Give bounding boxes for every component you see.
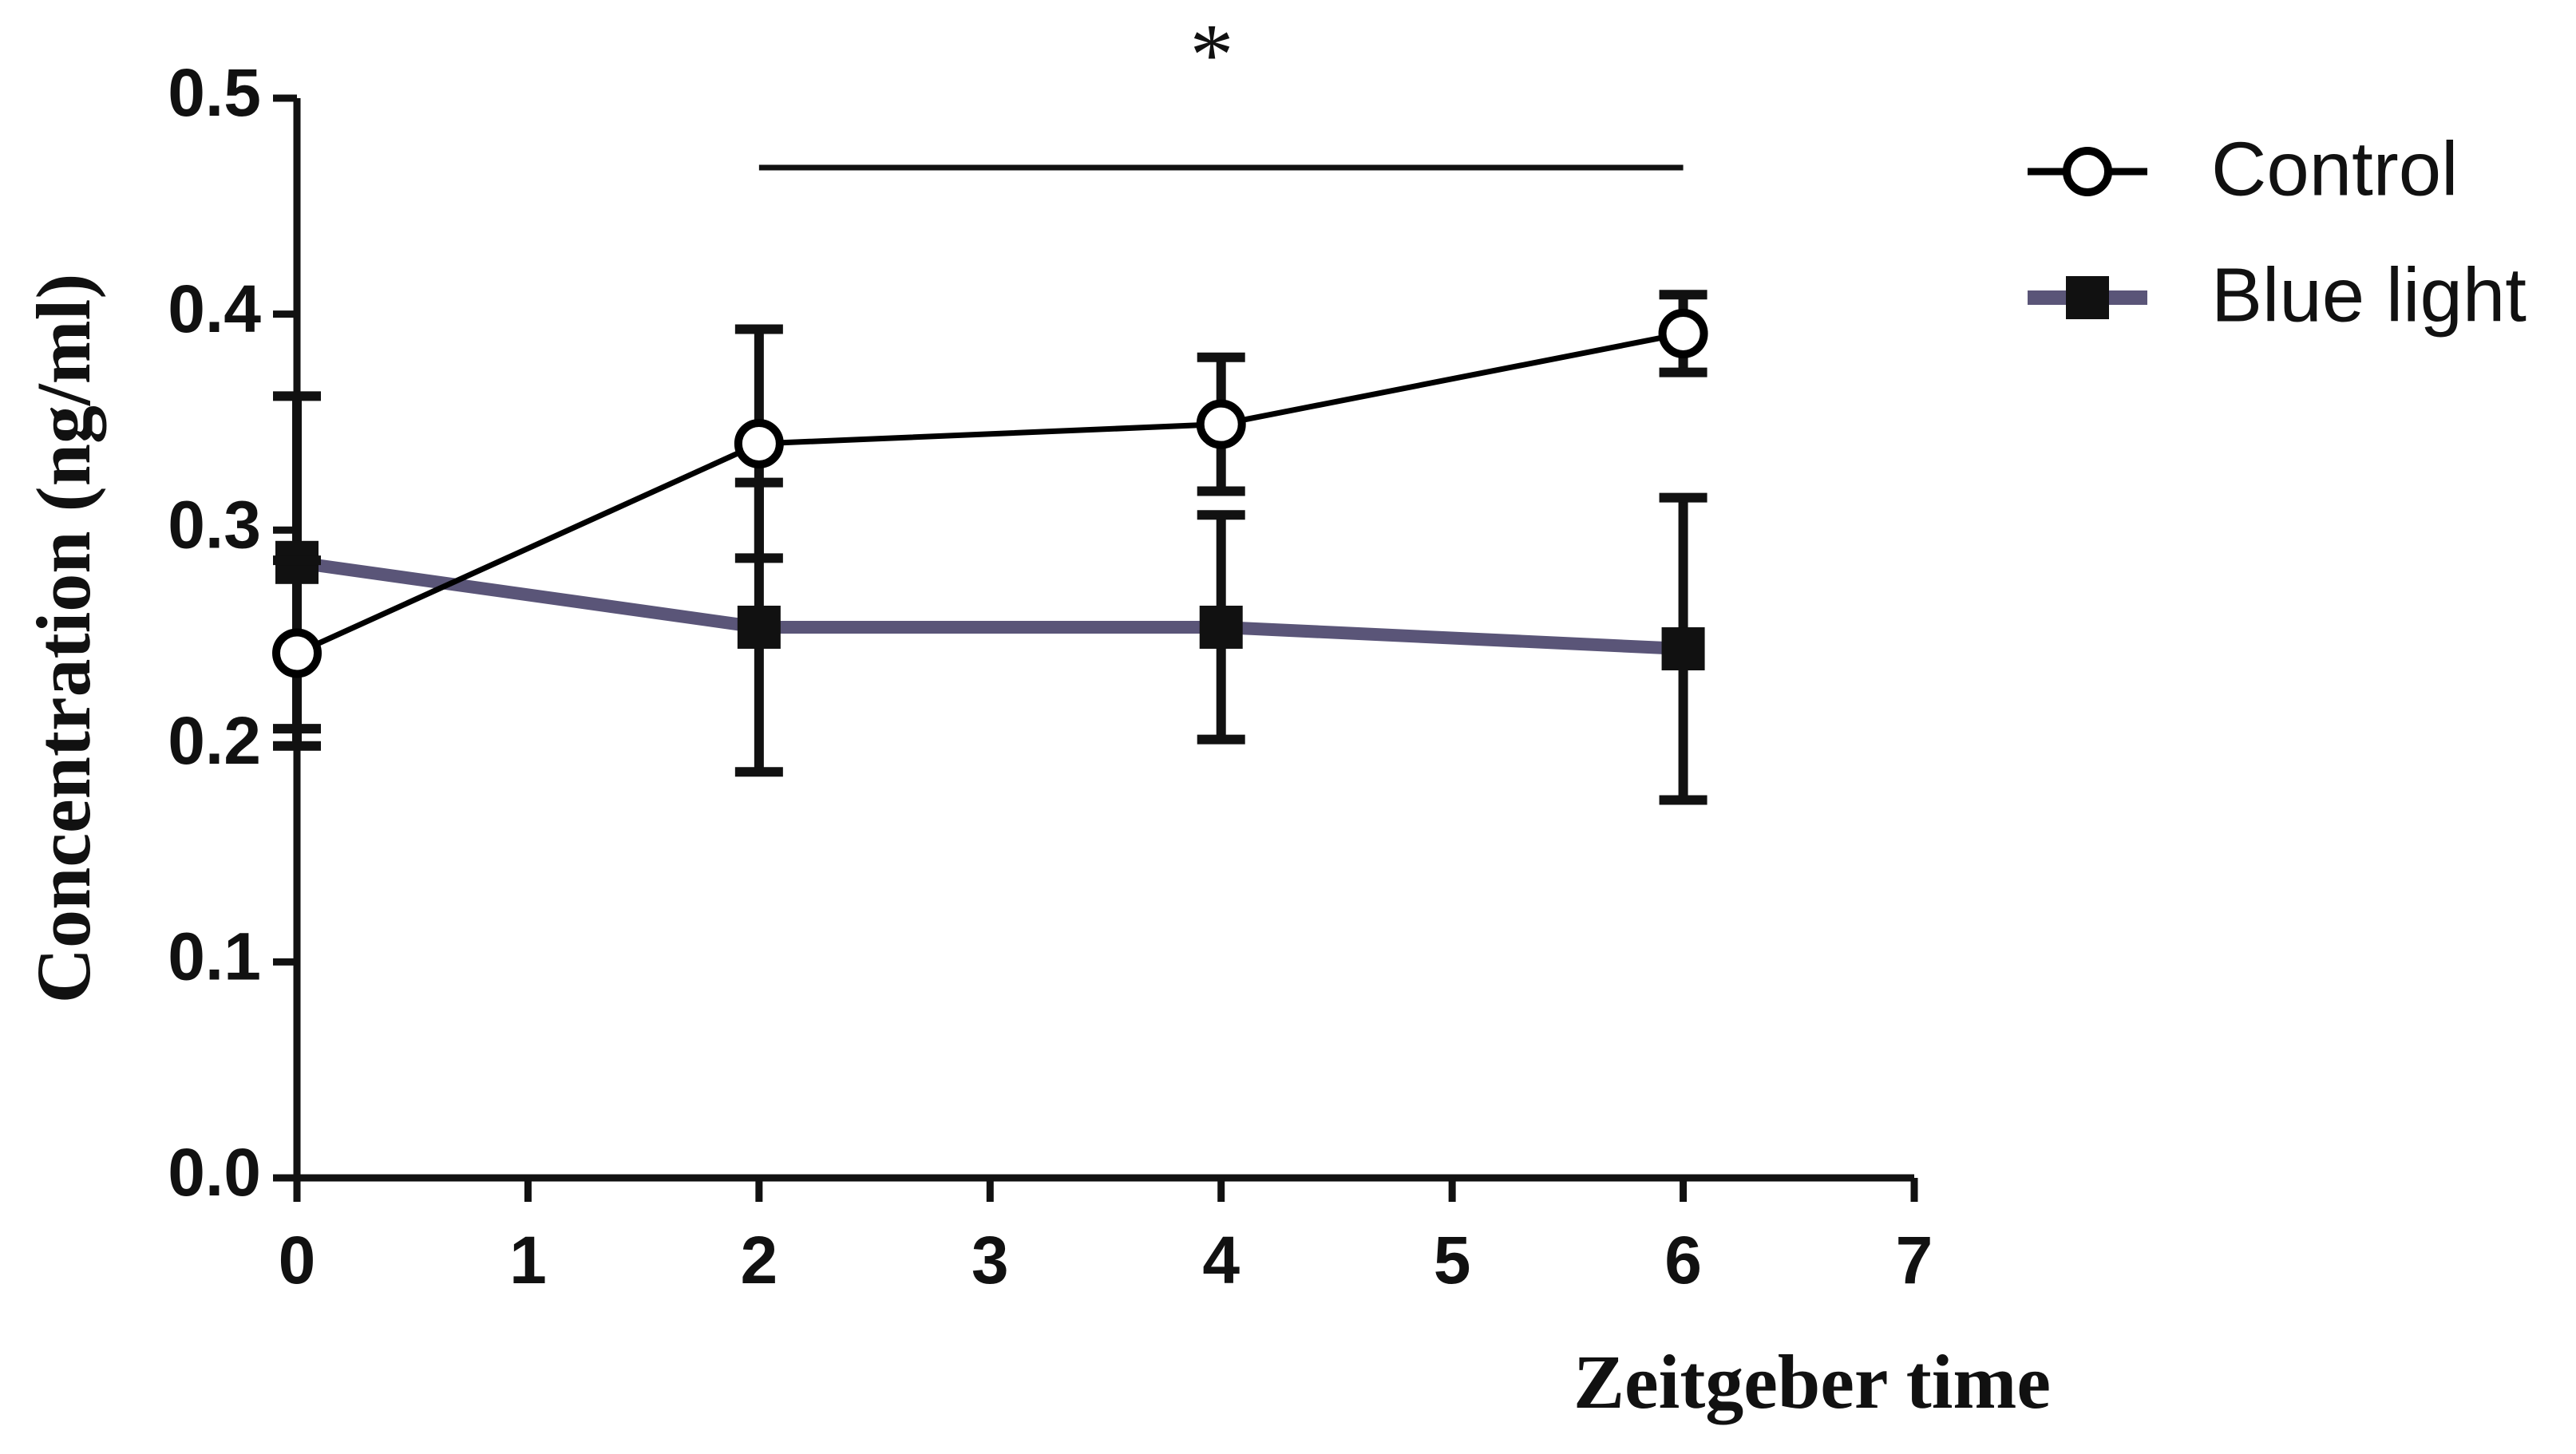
x-tick-label: 0 [279,1223,316,1298]
y-tick-label: 0.1 [168,919,261,994]
point [1661,627,1705,671]
series-line [295,330,1684,656]
x-tick-label: 2 [740,1223,778,1298]
legend-marker [2066,276,2109,319]
point [272,628,322,678]
point [737,605,781,649]
point [1658,308,1708,358]
point [1196,399,1246,449]
y-tick-label: 0.3 [168,487,261,562]
x-tick-label: 6 [1664,1223,1702,1298]
x-tick-label: 4 [1202,1223,1240,1298]
legend-label: Blue light [2211,252,2527,338]
point [734,418,784,468]
significance-mark: * [1190,6,1234,103]
y-tick-label: 0.4 [168,271,261,346]
legend-label: Control [2211,126,2458,211]
y-axis-title: Concentration (ng/ml) [21,274,106,1004]
x-tick-label: 7 [1896,1223,1933,1298]
point [1199,605,1243,649]
x-axis-title: Zeitgeber time [1573,1339,2051,1424]
x-tick-label: 3 [971,1223,1009,1298]
x-tick-label: 1 [509,1223,547,1298]
series-line [295,555,1684,656]
x-tick-label: 5 [1434,1223,1471,1298]
legend-marker [2063,147,2112,196]
y-tick-label: 0.5 [168,55,261,130]
y-tick-label: 0.0 [168,1135,261,1210]
y-tick-label: 0.2 [168,703,261,778]
